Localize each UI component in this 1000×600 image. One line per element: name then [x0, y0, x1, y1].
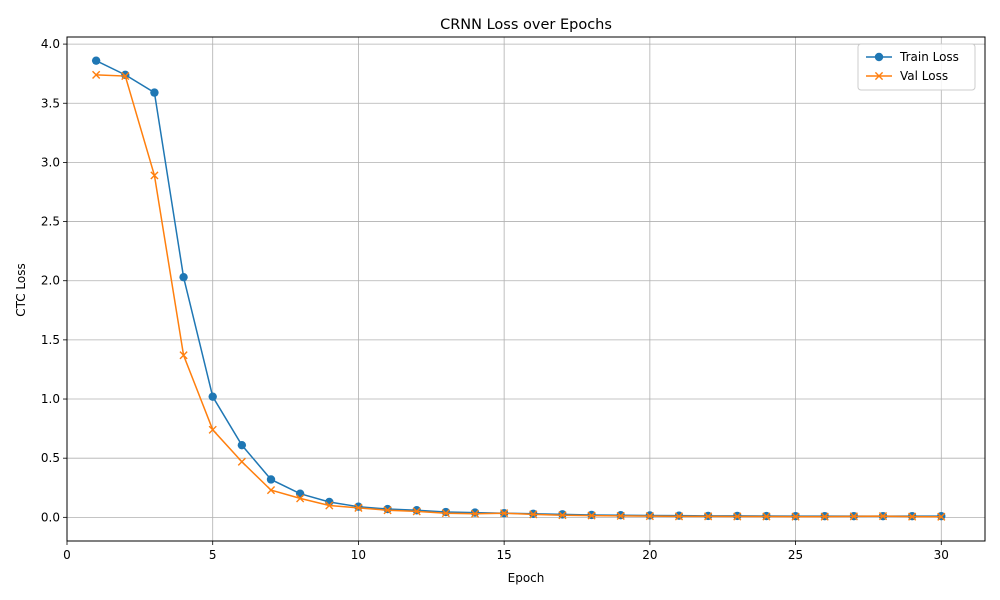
legend-label: Train Loss [899, 50, 959, 64]
data-point [791, 512, 800, 521]
y-tick-label: 2.5 [41, 215, 60, 229]
data-point [295, 489, 305, 498]
data-point [237, 457, 246, 466]
y-tick-label: 1.0 [41, 392, 60, 406]
data-point [150, 88, 159, 97]
data-point [325, 501, 334, 510]
x-tick-label: 10 [351, 548, 366, 562]
data-point [266, 486, 276, 495]
data-point [645, 512, 654, 521]
y-tick-label: 3.5 [41, 96, 60, 110]
data-point [354, 503, 363, 512]
legend-marker [874, 71, 884, 81]
data-point [208, 425, 217, 434]
x-tick-label: 5 [209, 548, 217, 562]
chart-title: CRNN Loss over Epochs [440, 17, 612, 33]
data-point [674, 512, 684, 521]
data-point [179, 272, 188, 282]
x-tick-label: 20 [642, 548, 657, 562]
data-point [121, 71, 130, 81]
y-tick-label: 0.0 [41, 510, 60, 524]
series-group [91, 56, 946, 521]
data-point [91, 56, 101, 65]
x-tick-label: 25 [788, 548, 803, 562]
grid-lines [66, 37, 985, 541]
x-tick-label: 30 [934, 548, 949, 562]
data-point [208, 392, 217, 401]
data-point [733, 512, 742, 521]
data-point [237, 440, 247, 450]
legend-label: Val Loss [900, 69, 948, 83]
y-tick-label: 4.0 [41, 37, 60, 51]
data-point [92, 70, 101, 79]
data-point [820, 512, 829, 521]
y-axis-ticks: 0.0 0.5 1.0 1.5 2.0 2.5 3.0 3.5 4.0 [41, 37, 67, 524]
data-point [558, 511, 567, 520]
data-point [179, 351, 188, 360]
y-tick-label: 2.0 [41, 274, 60, 288]
data-point [529, 510, 538, 519]
data-point [121, 70, 130, 80]
data-point [441, 507, 451, 517]
data-point [616, 511, 625, 521]
data-point [762, 512, 771, 521]
data-point [470, 508, 480, 517]
legend-marker [874, 52, 884, 62]
data-point [587, 511, 596, 520]
series-line [96, 74, 942, 518]
data-point [500, 509, 509, 518]
legend: Train Loss Val Loss [857, 43, 976, 91]
y-axis-label: CTC Loss [14, 263, 28, 317]
data-point [383, 504, 392, 514]
x-axis-ticks: 0 5 10 15 20 25 30 [63, 541, 949, 562]
data-point [441, 509, 450, 518]
data-point [878, 512, 888, 521]
y-tick-label: 0.5 [41, 451, 60, 465]
x-tick-label: 15 [497, 548, 512, 562]
data-point [937, 512, 946, 521]
data-point [704, 512, 713, 521]
data-point [354, 502, 363, 511]
y-tick-label: 3.0 [41, 155, 60, 169]
x-tick-label: 0 [63, 548, 71, 562]
data-point [849, 512, 858, 521]
series-val-loss [92, 70, 946, 521]
data-point [908, 512, 917, 521]
data-point [266, 475, 276, 484]
data-point [296, 494, 305, 503]
plot-frame [66, 36, 986, 542]
data-point [470, 509, 480, 518]
data-point [412, 507, 421, 516]
x-axis-label: Epoch [508, 571, 545, 585]
data-point [150, 171, 159, 180]
data-point [383, 506, 392, 515]
legend-box [857, 43, 976, 91]
y-tick-label: 1.5 [41, 333, 60, 347]
data-point [412, 506, 421, 515]
legend-entry: Val Loss [866, 69, 948, 83]
legend-entry: Train Loss [866, 50, 959, 64]
